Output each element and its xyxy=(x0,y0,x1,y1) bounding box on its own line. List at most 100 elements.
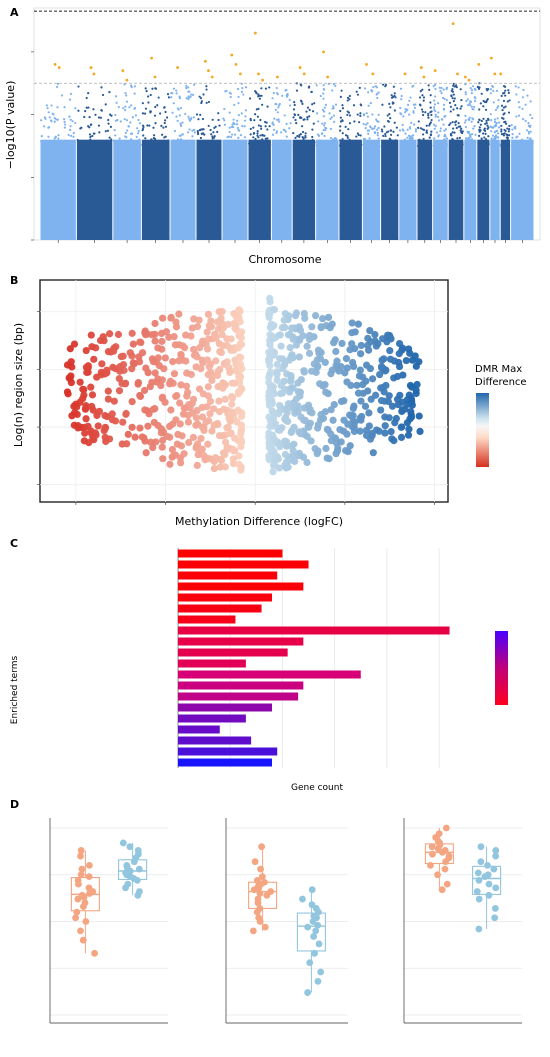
volcano-point xyxy=(95,407,103,415)
manhattan-point xyxy=(228,126,231,129)
manhattan-point xyxy=(113,144,117,147)
manhattan-point xyxy=(471,144,474,148)
volcano-point xyxy=(167,406,175,414)
manhattan-point xyxy=(74,107,77,110)
manhattan-point xyxy=(479,102,482,105)
volcano-point xyxy=(73,410,81,419)
volcano-point xyxy=(227,409,235,417)
volcano-point xyxy=(153,378,161,386)
manhattan-point xyxy=(433,127,436,130)
manhattan-chrom-block-1 xyxy=(40,139,76,240)
manhattan-point xyxy=(341,137,344,141)
manhattan-point xyxy=(304,132,307,135)
boxplot-point xyxy=(441,865,449,873)
enrichment-bar xyxy=(178,714,246,723)
manhattan-point xyxy=(376,120,379,123)
panel-label-a: A xyxy=(10,6,19,19)
manhattan-point xyxy=(375,93,378,96)
volcano-point xyxy=(357,397,365,405)
manhattan-point xyxy=(348,122,352,125)
manhattan-point xyxy=(486,124,489,127)
boxplot-point xyxy=(308,901,316,909)
manhattan-point xyxy=(478,126,481,129)
manhattan-point xyxy=(259,118,262,122)
manhattan-point xyxy=(433,83,437,87)
volcano-point xyxy=(221,395,229,403)
manhattan-point xyxy=(230,135,233,139)
manhattan-point xyxy=(254,90,257,93)
manhattan-point xyxy=(123,108,127,112)
manhattan-chrom-block-2 xyxy=(76,139,113,240)
manhattan-hit-point xyxy=(433,69,437,73)
manhattan-point xyxy=(54,136,57,139)
manhattan-point xyxy=(413,106,417,109)
manhattan-point xyxy=(257,124,261,127)
volcano-point xyxy=(288,351,296,359)
manhattan-point xyxy=(259,134,262,137)
volcano-point xyxy=(296,336,304,344)
manhattan-point xyxy=(252,126,255,129)
volcano-point xyxy=(182,331,190,339)
volcano-point xyxy=(295,428,303,436)
manhattan-point xyxy=(429,111,432,114)
manhattan-point xyxy=(433,106,436,109)
manhattan-point xyxy=(507,89,510,92)
manhattan-point xyxy=(141,127,145,130)
manhattan-point xyxy=(211,135,214,138)
manhattan-point xyxy=(388,113,391,116)
manhattan-point xyxy=(429,101,432,104)
manhattan-point xyxy=(261,134,265,137)
boxplot-point xyxy=(475,876,483,884)
volcano-point xyxy=(155,361,163,370)
volcano-point xyxy=(111,417,120,425)
volcano-point xyxy=(314,346,323,354)
manhattan-point xyxy=(40,135,43,138)
manhattan-point xyxy=(493,118,497,121)
manhattan-hit-point xyxy=(365,63,368,66)
manhattan-point xyxy=(527,132,531,135)
manhattan-point xyxy=(159,112,162,115)
volcano-point xyxy=(207,317,215,325)
manhattan-hit-point xyxy=(57,66,61,69)
volcano-point xyxy=(353,381,361,389)
manhattan-point xyxy=(404,132,407,135)
volcano-point xyxy=(303,458,311,467)
manhattan-point xyxy=(531,143,534,146)
manhattan-hit-point xyxy=(89,66,93,69)
manhattan-point xyxy=(61,144,65,148)
manhattan-point xyxy=(428,88,431,91)
manhattan-point xyxy=(213,135,216,138)
volcano-y-label: Log(n) region size (bp) xyxy=(12,323,25,447)
manhattan-point xyxy=(135,144,138,148)
manhattan-point xyxy=(72,131,75,135)
volcano-point xyxy=(199,390,207,398)
manhattan-point xyxy=(480,139,484,142)
volcano-point xyxy=(237,353,245,362)
manhattan-point xyxy=(445,99,448,102)
boxplot-point xyxy=(314,977,322,985)
manhattan-point xyxy=(376,134,379,137)
manhattan-point xyxy=(418,96,422,99)
manhattan-point xyxy=(448,123,451,127)
manhattan-chrom-block-11 xyxy=(316,139,339,240)
manhattan-point xyxy=(63,105,66,109)
volcano-point xyxy=(227,335,235,343)
volcano-point xyxy=(182,357,190,365)
volcano-point xyxy=(356,366,364,374)
manhattan-point xyxy=(339,95,342,99)
manhattan-point xyxy=(56,106,59,109)
manhattan-point xyxy=(478,108,481,111)
volcano-point xyxy=(183,369,191,377)
manhattan-point xyxy=(211,137,214,140)
manhattan-point xyxy=(320,141,323,144)
manhattan-point xyxy=(425,124,428,127)
manhattan-point xyxy=(316,112,319,115)
volcano-point xyxy=(158,393,167,401)
volcano-point xyxy=(154,344,162,352)
manhattan-point xyxy=(170,96,173,99)
manhattan-point xyxy=(494,108,498,112)
manhattan-point xyxy=(390,139,393,142)
manhattan-point xyxy=(60,94,64,97)
manhattan-point xyxy=(257,95,260,98)
manhattan-point xyxy=(404,111,407,114)
